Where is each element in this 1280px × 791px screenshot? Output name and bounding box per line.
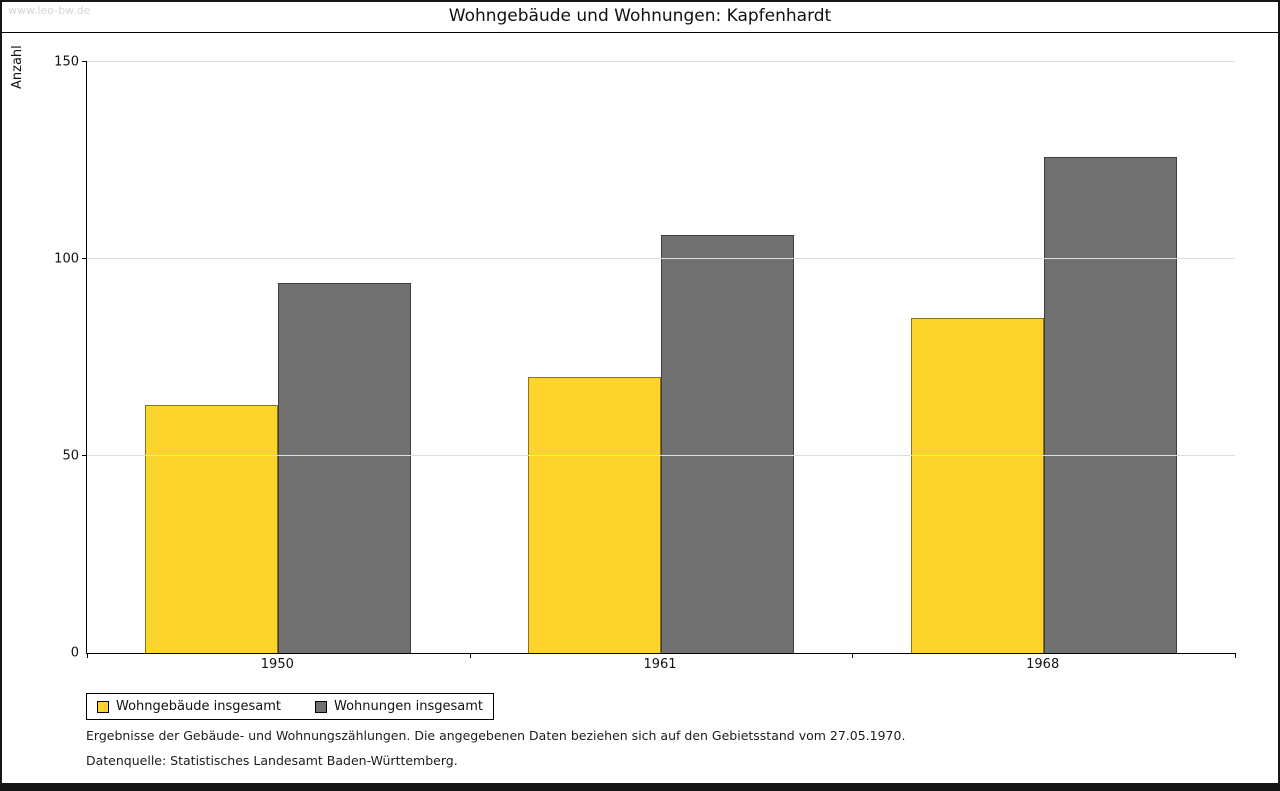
gridline [87,61,1235,62]
legend-swatch [315,700,327,713]
y-axis-label: Anzahl [10,45,25,89]
legend: Wohngebäude insgesamt Wohnungen insgesamt [86,693,494,720]
y-tick-label: 0 [70,645,79,661]
bar-wohnungen-insgesamt-1950 [278,282,412,653]
legend-item-wohngeb-ude-insgesamt: Wohngebäude insgesamt [97,699,281,714]
bar-groups [87,62,1235,653]
legend-swatch [97,700,109,713]
bar-wohnungen-insgesamt-1961 [661,235,794,653]
x-tick-label: 1968 [1026,657,1060,672]
watermark: www.leo-bw.de [8,4,91,17]
x-tick-mark [1235,653,1236,658]
plot-area: 0 50 100 150 [54,55,1236,661]
gridline [87,455,1235,456]
x-tick-mark [469,653,471,658]
bar-wohngeb-ude-insgesamt-1968 [910,318,1044,653]
y-tick-label: 100 [54,251,79,267]
bar-group-1961 [470,62,853,653]
x-tick-mark [87,653,88,658]
x-tick-label: 1961 [643,657,677,672]
bar-group-1950 [87,62,470,653]
chart-header: www.leo-bw.de Wohngebäude und Wohnungen:… [2,2,1278,33]
x-tick-label: 1950 [260,657,294,672]
footnote-data-source: Datenquelle: Statistisches Landesamt Bad… [86,753,458,768]
y-tick-mark [82,61,87,62]
y-tick-label: 50 [62,448,79,464]
y-tick-label: 150 [54,54,79,70]
legend-item-wohnungen-insgesamt: Wohnungen insgesamt [315,699,483,714]
bar-wohnungen-insgesamt-1968 [1043,156,1177,653]
legend-label: Wohnungen insgesamt [334,699,483,714]
x-labels: 1950 1961 1968 [86,657,1234,672]
bar-wohngeb-ude-insgesamt-1950 [145,404,279,653]
x-tick-mark [852,653,854,658]
y-tick-mark [82,455,87,456]
bar-group-1968 [852,62,1235,653]
bar-wohngeb-ude-insgesamt-1961 [528,377,661,653]
y-tick-mark [82,258,87,259]
gridline [87,258,1235,259]
footnote-source-note: Ergebnisse der Gebäude- und Wohnungszähl… [86,728,906,743]
chart-title: Wohngebäude und Wohnungen: Kapfenhardt [448,6,832,26]
legend-label: Wohngebäude insgesamt [116,699,281,714]
